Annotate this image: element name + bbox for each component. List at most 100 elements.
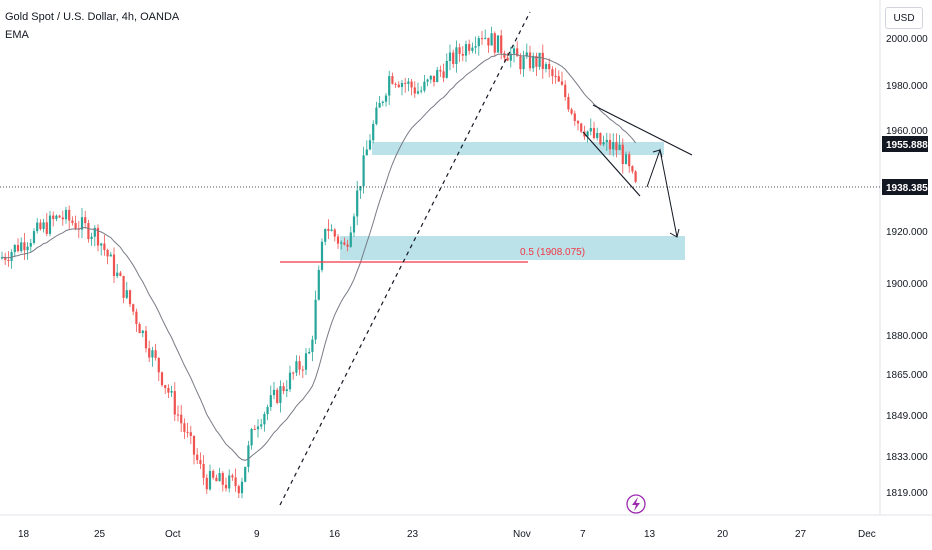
candle-body [39, 222, 42, 230]
candle-body [336, 236, 340, 244]
price-tick-1865: 1865.000 [886, 370, 928, 381]
demand-zone-upper[interactable] [372, 142, 664, 155]
candle-body [605, 139, 608, 143]
candle-body [186, 431, 189, 433]
candle-body [557, 76, 560, 82]
candle-body [180, 414, 183, 424]
currency-button[interactable]: USD [885, 7, 923, 29]
candle-body [68, 209, 71, 221]
candle-body [154, 350, 157, 358]
candle-body [45, 222, 48, 234]
candle-body [237, 486, 240, 494]
candle-body [228, 475, 231, 489]
price-tick-1960: 1960.000 [886, 126, 928, 137]
wedge-upper-line[interactable] [592, 104, 693, 156]
candle-body [506, 57, 509, 61]
candle-body [244, 466, 247, 482]
candle-body [272, 389, 276, 396]
candle-body [279, 386, 282, 403]
candle-body [413, 87, 416, 94]
candle-body [292, 372, 295, 374]
candle-body [365, 149, 368, 156]
demand-zone-lower[interactable] [340, 236, 685, 260]
candle-body [183, 423, 186, 432]
candle-body [352, 216, 356, 233]
candle-body [576, 120, 580, 124]
candle-body [132, 304, 135, 312]
candle-body [452, 52, 455, 65]
candle-body [87, 223, 90, 240]
candle-body [36, 222, 39, 232]
time-tick-7: 7 [580, 529, 586, 540]
candle-body [308, 351, 311, 354]
candle-body [128, 290, 132, 305]
candle-body [4, 257, 7, 260]
candle-body [208, 471, 212, 490]
candle-body [330, 229, 333, 231]
candle-body [42, 222, 45, 230]
candle-body [586, 131, 589, 137]
candle-body [404, 82, 407, 84]
candle-body [212, 471, 215, 478]
candle-body [125, 290, 128, 298]
candle-body [615, 142, 618, 151]
time-tick-23: 23 [407, 529, 419, 540]
candle-body [340, 242, 343, 244]
current-price-label: 1938.385 [886, 183, 928, 194]
candle-body [346, 244, 349, 247]
candlestick-series [0, 26, 637, 499]
candle-body [551, 69, 554, 77]
price-tick-1833: 1833.000 [886, 452, 928, 463]
candle-body [634, 171, 637, 182]
time-tick-dec: Dec [858, 529, 876, 540]
candle-body [384, 95, 388, 102]
candle-body [253, 428, 256, 430]
price-tick-1849: 1849.000 [886, 411, 928, 422]
candle-body [573, 113, 576, 121]
candle-body [167, 388, 170, 393]
candle-body [266, 407, 269, 415]
candle-body [26, 246, 29, 251]
candle-body [173, 391, 176, 415]
candle-body [509, 53, 512, 61]
candle-body [490, 33, 493, 46]
candle-body [250, 428, 253, 446]
time-tick-25: 25 [94, 529, 106, 540]
candle-body [205, 477, 208, 490]
candle-body [138, 323, 141, 334]
candle-body [116, 272, 119, 277]
candle-body [10, 252, 13, 261]
candle-body [96, 227, 100, 246]
projection-path[interactable] [646, 148, 678, 238]
candle-body [464, 44, 468, 56]
marker-price-label-bg [882, 136, 928, 152]
candle-body [298, 361, 301, 370]
candle-body [61, 217, 64, 220]
candle-body [141, 330, 144, 334]
time-tick-20: 20 [717, 529, 729, 540]
candle-body [468, 44, 471, 51]
current-price-label-bg [882, 179, 928, 195]
candle-body [301, 369, 304, 371]
candle-body [359, 186, 362, 191]
candle-body [378, 102, 381, 108]
candle-body [516, 48, 519, 57]
candle-body [471, 47, 474, 51]
candle-body [445, 60, 448, 78]
projection-arrowhead-2 [669, 228, 680, 238]
candle-body [202, 463, 205, 478]
candle-body [215, 477, 218, 482]
candle-body [80, 217, 84, 230]
ema-line [1, 53, 636, 461]
price-tick-1900: 1900.000 [886, 279, 928, 290]
wedge-lower-line[interactable] [582, 131, 641, 197]
lightning-icon[interactable] [626, 494, 646, 514]
fib-level-label: 0.5 (1908.075) [520, 247, 585, 258]
candle-body [567, 97, 570, 110]
candle-body [324, 228, 327, 242]
indicator-label[interactable]: EMA [5, 29, 29, 41]
candle-body [525, 52, 528, 57]
candle-body [500, 35, 503, 54]
candle-body [288, 372, 292, 390]
